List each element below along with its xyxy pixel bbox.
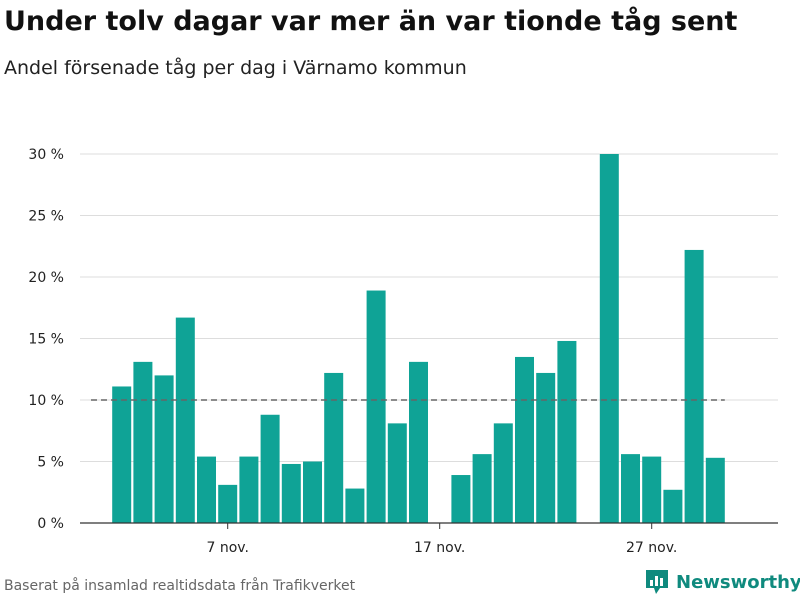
bar (303, 461, 322, 523)
y-tick-label: 5 % (37, 455, 64, 471)
y-tick-label: 25 % (28, 209, 64, 225)
bar (599, 154, 619, 523)
logo-mark-icon (646, 570, 668, 594)
y-tick-label: 20 % (28, 270, 64, 286)
y-tick-label: 30 % (28, 147, 64, 163)
bar (345, 488, 365, 523)
bar (451, 475, 471, 523)
x-tick-label: 27 nov. (626, 540, 677, 556)
y-tick-label: 10 % (28, 393, 64, 409)
bar (557, 340, 577, 523)
bar (154, 375, 174, 523)
y-tick-label: 0 % (37, 516, 64, 532)
bar (684, 249, 704, 523)
bar (705, 457, 725, 523)
bar (239, 456, 259, 523)
bar (493, 423, 513, 523)
y-tick-label: 15 % (28, 332, 64, 348)
bar (387, 423, 407, 523)
bar (366, 290, 386, 523)
bar (472, 454, 492, 523)
brand-name: Newsworthy (676, 571, 800, 593)
bar (133, 361, 153, 523)
bar (260, 414, 280, 523)
chart-title: Under tolv dagar var mer än var tionde t… (4, 6, 738, 37)
chart-subtitle: Andel försenade tåg per dag i Värnamo ko… (4, 57, 467, 79)
bar (197, 456, 216, 523)
newsworthy-logo: Newsworthy (644, 568, 800, 596)
x-tick-label: 17 nov. (414, 540, 465, 556)
bar (409, 361, 428, 523)
bar (175, 317, 195, 523)
bar (281, 463, 301, 523)
bar (642, 456, 662, 523)
bar (218, 484, 238, 523)
bar (324, 372, 344, 523)
bar (112, 386, 132, 523)
bar (536, 372, 556, 523)
x-tick-label: 7 nov. (206, 540, 248, 556)
bar (663, 489, 683, 523)
source-note: Baserat på insamlad realtidsdata från Tr… (4, 578, 356, 594)
bar (515, 356, 534, 523)
bar (621, 454, 640, 523)
